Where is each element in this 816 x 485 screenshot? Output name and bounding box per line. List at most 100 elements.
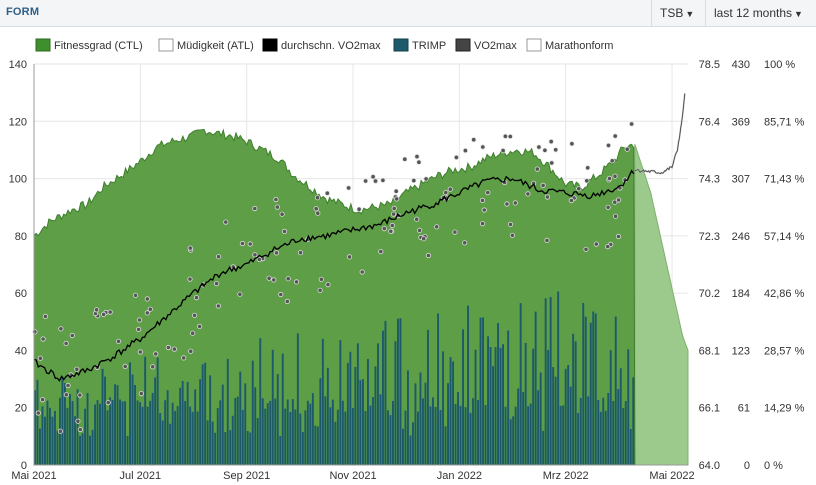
vo2max-point [447,186,453,192]
trimp-bar [534,311,537,465]
vo2max-point [485,190,491,196]
trimp-bar [234,398,237,465]
metric-select-button[interactable]: TSB ▼ [651,0,705,26]
trimp-bar [196,411,199,465]
trimp-bar [294,409,297,465]
vo2max-point [215,303,221,309]
vo2max-point [500,148,506,154]
panel-header: FORM TSB ▼ last 12 months ▼ [0,0,816,27]
trimp-bar [434,407,437,465]
trimp-bar [84,408,86,465]
trimp-bar [284,408,287,465]
trimp-bar [577,413,580,465]
vo2max-point [389,222,395,229]
chevron-down-icon: ▼ [685,9,695,19]
trimp-bar [151,393,154,465]
trimp-bar [189,406,192,465]
trimp-bar [537,390,540,465]
y-tick-label-ctl: 60 [15,288,27,300]
vo2max-point [512,200,518,206]
trimp-bar [514,406,517,465]
vo2max-point [536,144,542,150]
vo2max-point [553,147,559,153]
vo2max-point [77,392,83,398]
trimp-bar [377,343,379,465]
trimp-bar [341,400,344,465]
vo2max-point [39,396,46,403]
trimp-bar [402,428,404,465]
vo2max-point [628,121,635,127]
vo2max-point [576,186,582,192]
range-select-button[interactable]: last 12 months ▼ [705,0,816,26]
legend-label: VO2max [474,40,517,52]
trimp-bar [437,313,439,465]
trimp-bar [299,413,302,465]
marathon-form-line [634,93,686,175]
trimp-bar [266,403,269,465]
vo2max-point [388,228,394,234]
trimp-bar [587,396,590,465]
vo2max-point [324,190,330,196]
vo2max-point [94,307,100,313]
trimp-bar [201,364,204,465]
vo2max-point [171,346,177,352]
vo2max-point [612,173,618,179]
trimp-bar [64,383,66,465]
trimp-bar [106,410,109,465]
vo2max-point [284,298,290,304]
trimp-bar [39,428,41,465]
vo2max-point [187,245,193,251]
vo2max-point [402,156,408,162]
trimp-bar [509,419,512,465]
trimp-bar [404,410,407,465]
trimp-bar [629,429,632,465]
ctl-area [33,128,636,466]
vo2max-point [252,205,258,212]
form-chart: Fitnessgrad (CTL) Müdigkeit (ATL) durchsch… [9,38,805,482]
trimp-bar [504,406,507,465]
vo2max-point [107,309,113,315]
vo2max-point [471,137,477,143]
y-tick-label-trimp: 0 [744,460,750,472]
trimp-bar [101,368,104,465]
legend-item[interactable]: TRIMP [393,38,446,52]
trimp-bar [419,372,422,465]
vo2max-point [549,160,555,166]
vo2max-point [414,154,420,160]
chevron-down-icon: ▼ [794,9,803,19]
y-tick-label-trimp: 123 [732,345,750,357]
trimp-bar [492,366,494,465]
vo2max-point [421,236,427,242]
legend-item[interactable]: durchschn. VO2max [262,38,381,52]
vo2max-point [317,287,323,293]
trimp-bar [392,400,394,465]
y-tick-label-trimp: 369 [732,116,750,128]
vo2max-point [378,249,384,255]
x-tick-label: Mrz 2022 [543,470,589,482]
vo2max-point [65,382,71,389]
legend-item[interactable]: Marathonform [526,38,613,52]
legend-item[interactable]: Fitnessgrad (CTL) [35,38,143,52]
trimp-bar [79,435,81,465]
legend-item[interactable]: Müdigkeit (ATL) [158,38,254,52]
trimp-bar [609,350,612,465]
trimp-bar [54,410,56,465]
y-tick-label-marathon: 100 % [764,59,795,71]
x-tick-label: Sep 2021 [223,470,270,482]
trimp-bar [472,398,474,465]
legend-swatch [35,38,51,52]
trimp-bar [329,407,332,465]
trimp-bar [114,384,116,465]
legend-swatch [262,38,278,52]
vo2max-point [612,213,619,219]
trimp-bar [251,360,254,465]
trimp-bar [74,416,76,465]
legend-item[interactable]: VO2max [455,38,517,52]
trimp-bar [499,347,502,465]
y-tick-label-vo2max: 78.5 [699,59,720,71]
trimp-bar [191,411,194,465]
trimp-bar [274,398,277,465]
vo2max-point [370,174,376,180]
vo2max-point [480,144,486,150]
trimp-bar [484,405,487,465]
